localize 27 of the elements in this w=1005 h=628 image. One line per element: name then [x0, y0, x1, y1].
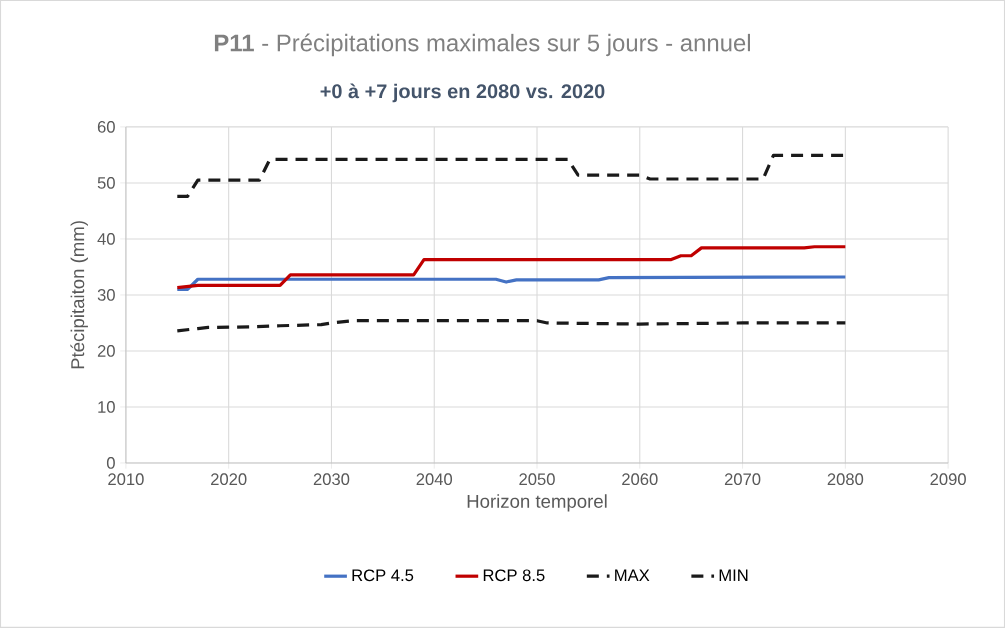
x-tick-label: 2040	[416, 473, 453, 486]
line-series	[175, 275, 847, 291]
legend-label: RCP 4.5	[352, 569, 414, 582]
legend-label: RCP 8.5	[483, 569, 545, 582]
y-tick-label: 0	[106, 457, 115, 469]
x-tick-label: 2050	[519, 473, 555, 486]
y-tick-label: 40	[97, 233, 115, 245]
line-series	[175, 319, 847, 333]
x-tick-label: 2060	[622, 473, 658, 486]
y-tick-label: 50	[97, 177, 115, 189]
y-tick-label: 60	[97, 121, 115, 133]
x-tick-label: 2020	[211, 473, 247, 486]
x-tick-label: 2010	[108, 473, 144, 486]
line-series	[175, 245, 847, 290]
y-tick-label: 30	[97, 289, 115, 301]
x-axis-title: Horizon temporel	[467, 494, 607, 512]
legend-label: MAX	[615, 569, 650, 581]
y-tick-label: 10	[98, 401, 115, 413]
x-tick-label: 2090	[930, 473, 966, 486]
y-tick-label: 20	[97, 345, 115, 357]
legend-label: MIN	[719, 569, 748, 581]
chart-title: P11 - Précipitations maximales sur 5 jours - annuel	[214, 33, 750, 57]
x-tick-label: 2030	[313, 473, 350, 486]
x-tick-label: 2080	[827, 473, 864, 486]
chart-subtitle: +0 à +7 jours en 2080 vs. 2020	[320, 83, 605, 103]
x-tick-label: 2070	[724, 473, 761, 486]
y-axis-title: Ptécipitaiton (mm)	[70, 221, 88, 369]
